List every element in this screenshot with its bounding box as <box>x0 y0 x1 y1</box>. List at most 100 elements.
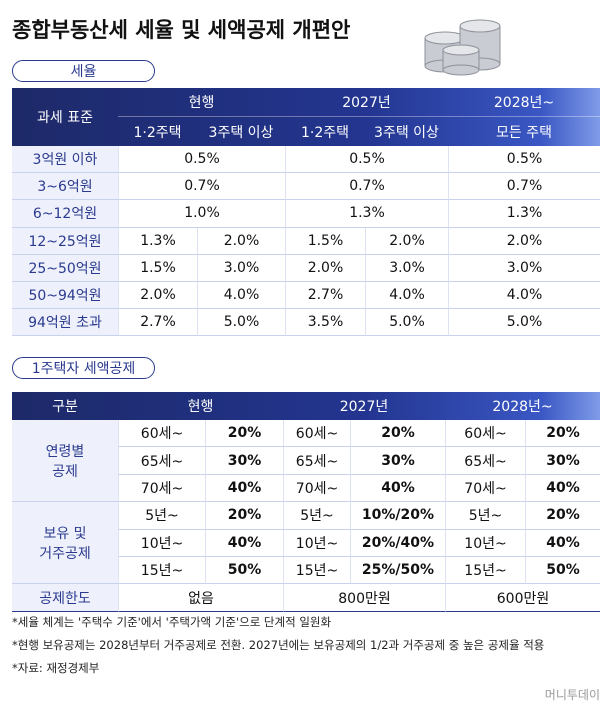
footnote: *현행 보유공제는 2028년부터 거주공제로 전환. 2027년에는 보유공제… <box>12 638 545 652</box>
rate-cell: 4.0% <box>365 282 448 310</box>
row-label: 50~94억원 <box>12 282 118 310</box>
group-label-line: 보유 및 <box>43 525 87 542</box>
condition-cell: 70세~ <box>283 474 350 503</box>
condition-cell: 15년~ <box>445 557 525 585</box>
coins-illustration <box>424 19 501 76</box>
rate-cell: 2.0% <box>197 227 285 255</box>
row-label: 25~50억원 <box>12 254 118 282</box>
row-label: 94억원 초과 <box>12 309 118 337</box>
group-label-line: 거주공제 <box>39 545 91 562</box>
rate-cell: 40% <box>525 474 600 503</box>
condition-cell: 60세~ <box>445 420 525 448</box>
subheader-cell: 3주택 이상 <box>208 124 274 141</box>
rate-cell: 2.7% <box>118 309 197 337</box>
subheader-cell: 1·2주택 <box>300 124 350 141</box>
rate-cell: 2.0% <box>118 282 197 310</box>
rate-cell: 3.0% <box>365 254 448 282</box>
rate-cell: 40% <box>205 474 283 503</box>
condition-cell: 10년~ <box>283 529 350 557</box>
rate-cell: 20%/40% <box>350 529 445 557</box>
rate-cell: 2.0% <box>448 227 600 255</box>
condition-cell: 65세~ <box>118 447 205 475</box>
rate-cell: 30% <box>525 447 600 475</box>
header-cell: 과세 표준 <box>37 110 93 126</box>
header-cell: 2027년 <box>339 399 389 415</box>
rate-cell: 40% <box>350 474 445 503</box>
subheader-cell: 3주택 이상 <box>374 124 439 141</box>
rate-cell: 0.5% <box>118 146 285 174</box>
condition-cell: 60세~ <box>118 420 205 448</box>
rate-cell: 3.5% <box>285 309 365 337</box>
rate-cell: 0.7% <box>118 173 285 201</box>
rate-cell: 1.3% <box>448 200 600 228</box>
rate-cell: 0.5% <box>285 146 448 174</box>
limit-cell: 600만원 <box>445 584 600 612</box>
header-cell: 2028년~ <box>492 399 553 415</box>
group-label-line: 공제 <box>52 463 78 480</box>
rate-cell: 50% <box>205 557 283 585</box>
condition-cell: 5년~ <box>283 502 350 530</box>
rate-cell: 1.5% <box>285 227 365 255</box>
condition-cell: 10년~ <box>118 529 205 557</box>
subheader-cell: 1·2주택 <box>133 124 182 141</box>
rate-cell: 5.0% <box>365 309 448 337</box>
limit-cell: 없음 <box>118 584 283 612</box>
rate-cell: 20% <box>525 420 600 448</box>
rate-cell: 0.7% <box>448 173 600 201</box>
condition-cell: 5년~ <box>445 502 525 530</box>
rate-cell: 2.0% <box>285 254 365 282</box>
rate-cell: 20% <box>350 420 445 448</box>
rate-cell: 5.0% <box>197 309 285 337</box>
subheader-cell: 모든 주택 <box>496 124 552 141</box>
credit: 머니투데이 <box>544 687 600 702</box>
rate-cell: 4.0% <box>197 282 285 310</box>
header-cell: 2028년~ <box>448 88 600 117</box>
title: 종합부동산세 세율 및 세액공제 개편안 <box>12 18 351 42</box>
header-cell: 현행 <box>187 399 214 415</box>
condition-cell: 65세~ <box>283 447 350 475</box>
rate-cell: 1.0% <box>118 200 285 228</box>
rate-cell: 1.3% <box>285 200 448 228</box>
condition-cell: 70세~ <box>118 474 205 503</box>
rate-cell: 20% <box>525 502 600 530</box>
rate-cell: 0.5% <box>448 146 600 174</box>
rate-cell: 2.0% <box>365 227 448 255</box>
row-label: 12~25억원 <box>12 227 118 255</box>
rate-cell: 4.0% <box>448 282 600 310</box>
rate-cell: 25%/50% <box>350 557 445 585</box>
rate-cell: 1.3% <box>118 227 197 255</box>
rate-cell: 3.0% <box>448 254 600 282</box>
rate-cell: 1.5% <box>118 254 197 282</box>
header-cell: 현행 <box>118 88 285 117</box>
limit-label: 공제한도 <box>12 584 118 612</box>
footnote: *자료: 재정경제부 <box>12 661 100 675</box>
row-label: 3~6억원 <box>12 173 118 201</box>
rate-cell: 40% <box>205 529 283 557</box>
condition-cell: 15년~ <box>283 557 350 585</box>
header-cell: 2027년 <box>285 88 448 117</box>
row-label: 3억원 이하 <box>12 146 118 174</box>
limit-cell: 800만원 <box>283 584 445 612</box>
rate-cell: 50% <box>525 557 600 585</box>
condition-cell: 15년~ <box>118 557 205 585</box>
rate-cell: 5.0% <box>448 309 600 337</box>
rate-cell: 0.7% <box>285 173 448 201</box>
footnote: *세율 체계는 '주택수 기준'에서 '주택가액 기준'으로 단계적 일원화 <box>12 615 332 629</box>
section-label: 1주택자 세액공제 <box>12 357 155 379</box>
header-bg <box>12 392 600 420</box>
rate-cell: 30% <box>350 447 445 475</box>
condition-cell: 60세~ <box>283 420 350 448</box>
header-cell: 구분 <box>52 399 78 415</box>
row-label: 6~12억원 <box>12 200 118 228</box>
condition-cell: 70세~ <box>445 474 525 503</box>
group-label-line: 연령별 <box>45 443 85 460</box>
rate-cell: 40% <box>525 529 600 557</box>
condition-cell: 65세~ <box>445 447 525 475</box>
header-bg <box>12 88 600 146</box>
rate-cell: 10%/20% <box>350 502 445 530</box>
rate-cell: 3.0% <box>197 254 285 282</box>
rate-cell: 20% <box>205 420 283 448</box>
